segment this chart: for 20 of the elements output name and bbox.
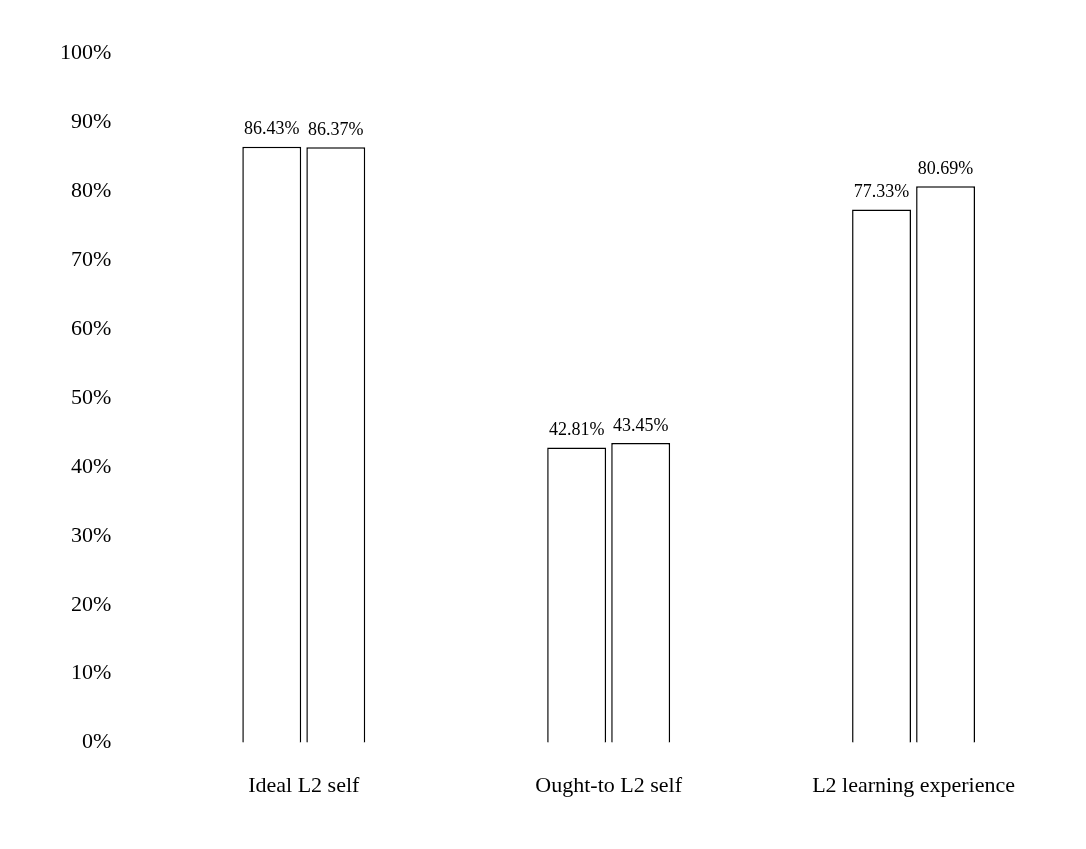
data-label: 43.45% — [612, 414, 669, 435]
y-tick-label: 70% — [71, 245, 112, 271]
y-tick-label: 10% — [71, 659, 112, 685]
data-label: 86.43% — [244, 118, 300, 139]
y-tick-label: 60% — [71, 314, 112, 340]
y-tick-label: 90% — [71, 107, 112, 133]
y-tick-label: 100% — [60, 38, 112, 64]
data-label: 77.33% — [853, 181, 910, 202]
x-tick-label: L2 learning experience — [812, 771, 1015, 797]
data-label: 42.81% — [548, 419, 605, 440]
y-tick-label: 0% — [82, 728, 112, 754]
y-tick-label: 20% — [71, 590, 112, 616]
x-tick-label: Ideal L2 self — [248, 771, 361, 797]
y-tick-label: 80% — [71, 176, 112, 202]
y-tick-label: 40% — [71, 452, 112, 478]
data-label: 86.37% — [308, 118, 364, 139]
x-tick-label: Ought-to L2 self — [535, 771, 683, 797]
y-tick-label: 50% — [71, 383, 112, 409]
y-tick-label: 30% — [71, 521, 112, 547]
data-label: 80.69% — [917, 158, 974, 179]
